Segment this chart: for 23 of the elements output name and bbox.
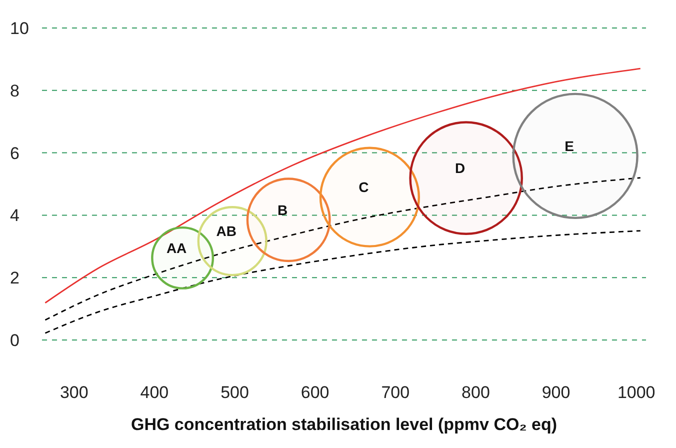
x-tick-label: 900 [542, 383, 570, 402]
y-tick-label: 0 [10, 331, 20, 350]
series-label: AB [216, 223, 236, 240]
y-tick-label: 10 [10, 19, 29, 38]
x-tick-label: 300 [60, 383, 88, 402]
series-label: B [278, 202, 288, 218]
series-label: AA [166, 240, 187, 256]
y-tick-label: 2 [10, 268, 20, 288]
y-tick-label: 6 [10, 144, 20, 163]
series-label: E [564, 138, 574, 154]
x-tick-label: 500 [220, 383, 249, 402]
x-tick-label: 400 [140, 383, 169, 402]
y-tick-label: 8 [10, 81, 20, 100]
x-tick-label: 700 [381, 383, 410, 402]
series-label: D [455, 160, 466, 176]
x-axis-title: GHG concentration stabilisation level (ppmv CO₂ eq) [130, 415, 558, 434]
x-tick-label: 1000 [617, 383, 656, 402]
series-label: C [358, 179, 369, 196]
line-series [44, 68, 642, 304]
y-tick-label: 4 [10, 206, 20, 226]
x-tick-label: 800 [462, 383, 490, 402]
x-tick-label: 600 [300, 383, 330, 402]
line-series [44, 177, 642, 321]
